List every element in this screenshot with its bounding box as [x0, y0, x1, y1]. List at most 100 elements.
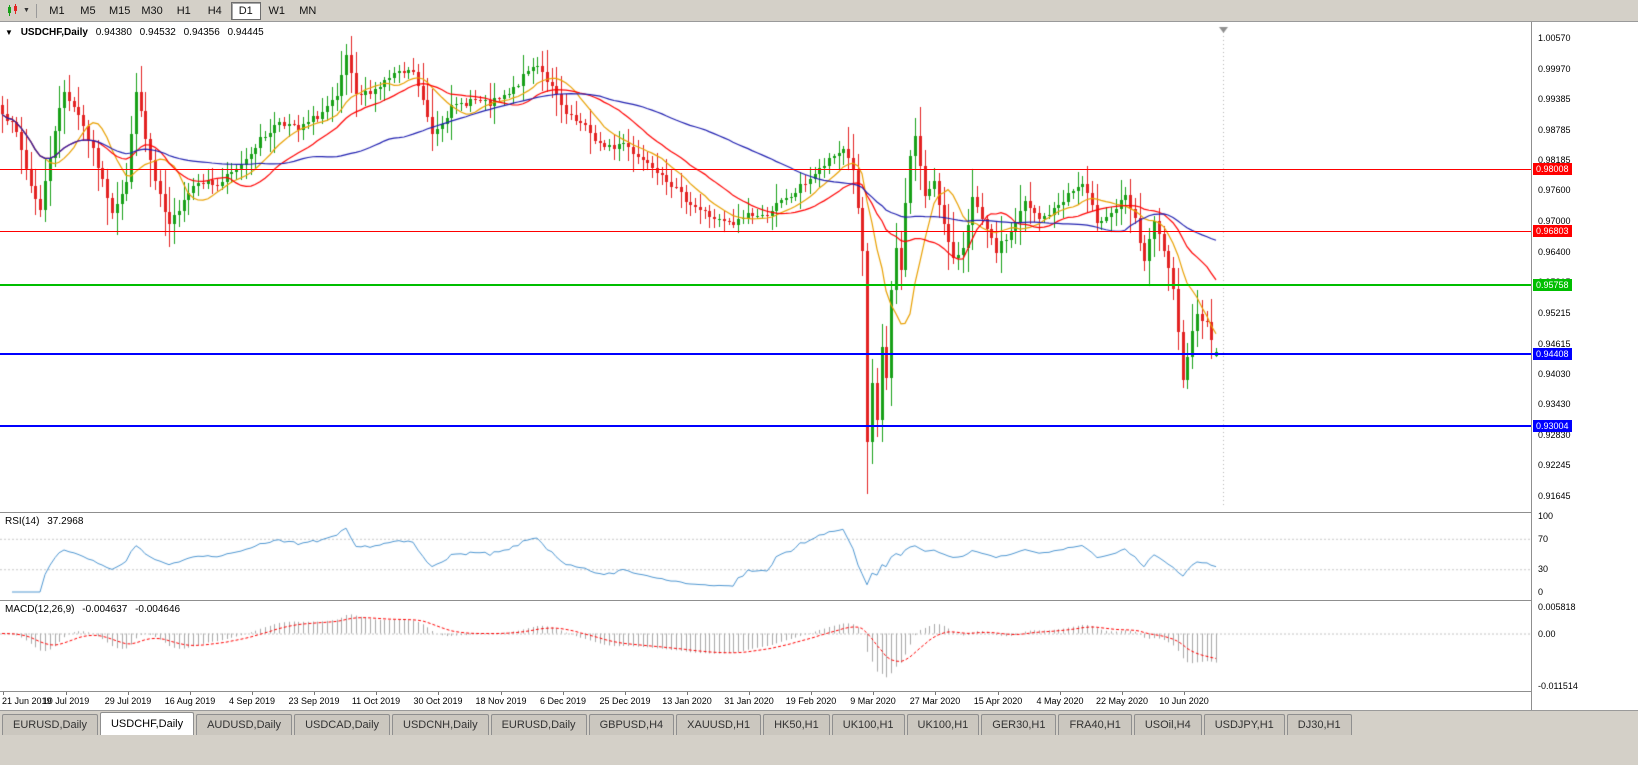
rsi-header: RSI(14) 37.2968 — [5, 516, 88, 527]
date-tick — [190, 692, 191, 695]
time-axis[interactable]: 21 Jun 2019 10 Jul 2019 29 Jul 2019 16 Aug … — [0, 692, 1531, 710]
price-tick: 0.91645 — [1538, 491, 1571, 501]
candlestick-chart-icon[interactable] — [4, 3, 22, 18]
chart-tab-dj30-h1[interactable]: DJ30,H1 — [1286, 714, 1352, 735]
date-label: 22 May 2020 — [1095, 696, 1149, 706]
collapse-arrow-icon[interactable]: ▼ — [5, 28, 13, 37]
timeframe-d1-button[interactable]: D1 — [230, 1, 261, 20]
timeframe-buttons: M1 M5 M15 M30 H1 H4 D1 W1 MN — [42, 1, 323, 20]
price-axis[interactable]: 1.00570 0.99970 0.99385 0.98785 0.98185 0.976… — [1531, 22, 1638, 710]
date-label: 21 Jun 2019 — [2, 696, 52, 706]
chart-tab-eurusd-daily[interactable]: EURUSD,Daily — [490, 714, 587, 735]
date-label: 10 Jul 2019 — [42, 696, 90, 706]
price-tick: 0.98785 — [1538, 124, 1571, 135]
date-label: 13 Jan 2020 — [662, 696, 712, 706]
rsi-level-label: 0 — [1538, 587, 1544, 597]
horizontal-line-0-96803[interactable] — [0, 231, 1531, 232]
status-bar — [0, 735, 1638, 765]
chart-tab-uk100-h1[interactable]: UK100,H1 — [831, 714, 905, 735]
timeframe-m30-button[interactable]: M30 — [141, 4, 163, 17]
date-label: 11 Oct 2019 — [351, 696, 401, 706]
date-tick — [314, 692, 315, 695]
date-label: 18 Nov 2019 — [475, 696, 527, 706]
date-label: 4 Sep 2019 — [228, 696, 276, 706]
chart-tab-fra40-h1[interactable]: FRA40,H1 — [1058, 714, 1132, 735]
date-label: 30 Oct 2019 — [413, 696, 463, 706]
chart-tab-hk50-h1[interactable]: HK50,H1 — [763, 714, 830, 735]
price-tick: 0.97600 — [1538, 185, 1571, 196]
macd-panel-canvas[interactable] — [0, 600, 1531, 691]
panel-separator[interactable] — [0, 512, 1638, 513]
macd-value-signal: -0.004646 — [135, 604, 181, 615]
toolbar-separator — [35, 3, 37, 18]
chart-tab-xauusd-h1[interactable]: XAUUSD,H1 — [676, 714, 762, 735]
ohlc-open: 0.94380 — [95, 27, 132, 38]
horizontal-line-0-94408[interactable] — [0, 353, 1531, 355]
price-tick: 0.99385 — [1538, 93, 1571, 104]
horizontal-line-0-98008[interactable] — [0, 169, 1531, 170]
chart-tab-usoil-h4[interactable]: USOil,H4 — [1133, 714, 1202, 735]
chart-tab-uk100-h1[interactable]: UK100,H1 — [906, 714, 980, 735]
date-tick — [811, 692, 812, 695]
horizontal-line-0-95758[interactable] — [0, 284, 1531, 286]
rsi-panel-canvas[interactable] — [0, 512, 1531, 600]
rsi-level-label: 100 — [1538, 511, 1554, 521]
price-tick: 0.98185 — [1538, 155, 1571, 166]
date-tick — [376, 692, 377, 695]
date-label: 16 Aug 2019 — [164, 696, 216, 706]
price-tick: 0.94615 — [1538, 338, 1571, 349]
chart-tab-audusd-daily[interactable]: AUDUSD,Daily — [196, 714, 293, 735]
rsi-value: 37.2968 — [47, 516, 84, 527]
date-label: 25 Dec 2019 — [599, 696, 651, 706]
main-chart-canvas[interactable] — [0, 22, 1531, 512]
chart-type-dropdown-icon[interactable]: ▼ — [23, 7, 30, 14]
price-tick: 0.92245 — [1538, 460, 1571, 471]
timeframe-h4-button[interactable]: H4 — [207, 4, 222, 17]
macd-axis-label: 0.005818 — [1538, 602, 1576, 612]
price-badge-0-95758: 0.95758 — [1533, 278, 1572, 291]
price-tick: 0.94030 — [1538, 368, 1571, 379]
timeframe-m1-button[interactable]: M1 — [49, 4, 65, 17]
date-label: 10 Jun 2020 — [1159, 696, 1209, 706]
date-label: 31 Jan 2020 — [724, 696, 774, 706]
rsi-label: RSI(14) — [5, 516, 40, 527]
date-tick — [438, 692, 439, 695]
price-tick: 1.00570 — [1538, 33, 1571, 43]
date-label: 27 Mar 2020 — [909, 696, 961, 706]
price-badge-0-96803: 0.96803 — [1533, 225, 1572, 238]
macd-value-main: -0.004637 — [82, 604, 128, 615]
ohlc-low: 0.94356 — [183, 27, 220, 38]
rsi-level-label: 30 — [1538, 564, 1549, 575]
date-tick — [1184, 692, 1185, 695]
price-tick: 0.96400 — [1538, 246, 1571, 257]
chart-tab-ger30-h1[interactable]: GER30,H1 — [981, 714, 1057, 735]
chart-tabs-bar: EURUSD,Daily USDCHF,Daily AUDUSD,Daily USDC… — [0, 710, 1638, 735]
date-tick — [1060, 692, 1061, 695]
timeframe-mn-button[interactable]: MN — [299, 4, 317, 17]
price-tick: 0.97000 — [1538, 216, 1571, 227]
timeframe-m15-button[interactable]: M15 — [108, 4, 131, 17]
date-label: 4 May 2020 — [1036, 696, 1084, 706]
price-tick: 0.92830 — [1538, 430, 1571, 441]
date-label: 9 Mar 2020 — [850, 696, 896, 706]
ohlc-close: 0.94445 — [227, 27, 264, 38]
horizontal-line-0-93004[interactable] — [0, 425, 1531, 427]
date-label: 29 Jul 2019 — [104, 696, 152, 706]
macd-label: MACD(12,26,9) — [5, 604, 75, 615]
panel-separator[interactable] — [0, 600, 1638, 601]
chart-tab-usdchf-daily[interactable]: USDCHF,Daily — [99, 712, 195, 735]
timeframe-w1-button[interactable]: W1 — [268, 4, 286, 17]
date-label: 6 Dec 2019 — [539, 696, 587, 706]
timeframe-toolbar: ▼ M1 M5 M15 M30 H1 H4 D1 W1 MN — [0, 0, 1638, 22]
timeframe-h1-button[interactable]: H1 — [176, 4, 191, 17]
chart-title: ▼ USDCHF,Daily 0.94380 0.94532 0.94356 0… — [5, 27, 269, 38]
symbol-label: USDCHF,Daily — [20, 27, 88, 38]
chart-tab-gbpusd-h4[interactable]: GBPUSD,H4 — [588, 714, 675, 735]
chart-tab-usdcad-daily[interactable]: USDCAD,Daily — [294, 714, 391, 735]
chart-tab-usdjpy-h1[interactable]: USDJPY,H1 — [1203, 714, 1285, 735]
timeframe-m5-button[interactable]: M5 — [80, 4, 96, 17]
chart-tab-eurusd-daily[interactable]: EURUSD,Daily — [2, 714, 98, 735]
chart-tab-usdcnh-daily[interactable]: USDCNH,Daily — [392, 714, 489, 735]
date-tick — [998, 692, 999, 695]
price-tick: 0.93430 — [1538, 399, 1571, 410]
